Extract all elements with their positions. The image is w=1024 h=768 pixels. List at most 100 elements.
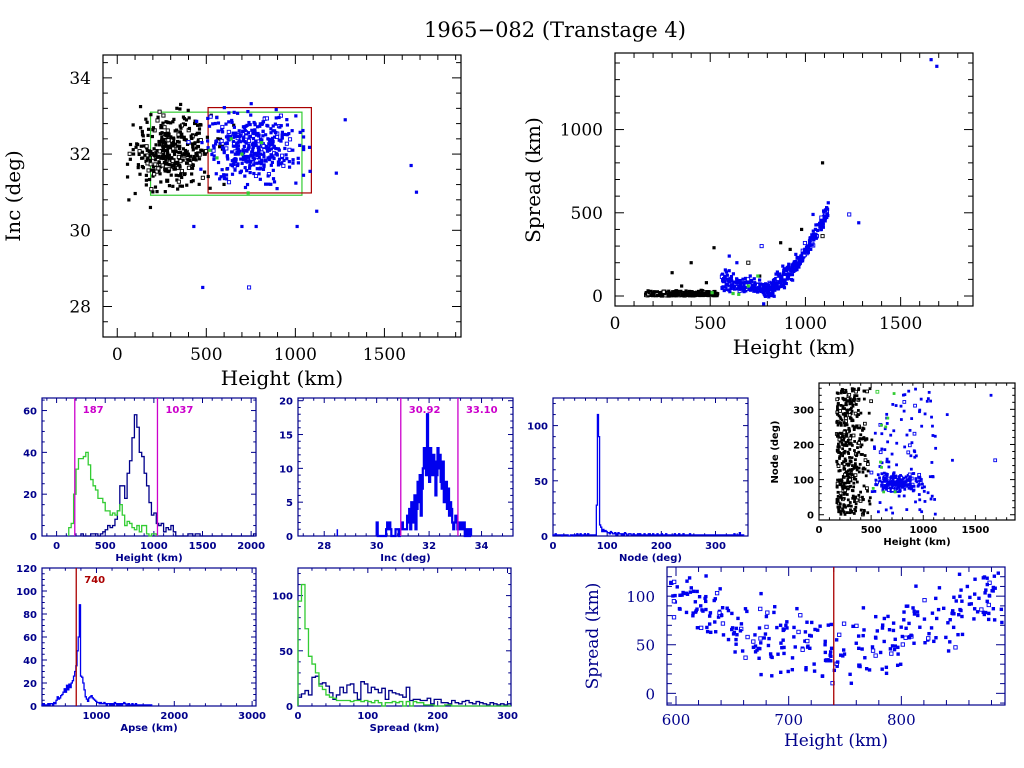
- data-point: [700, 291, 705, 295]
- data-point: [243, 174, 247, 178]
- data-point: [935, 64, 939, 68]
- data-point: [140, 164, 144, 169]
- data-point: [902, 400, 907, 404]
- data-point: [155, 118, 160, 123]
- data-point: [776, 287, 780, 291]
- data-point: [983, 610, 988, 615]
- data-point: [814, 233, 818, 238]
- data-point: [233, 157, 237, 161]
- data-point: [841, 454, 845, 458]
- data-point: [671, 615, 677, 620]
- data-point: [850, 510, 854, 513]
- data-point: [220, 168, 224, 172]
- data-point: [652, 293, 656, 297]
- data-point: [194, 121, 198, 125]
- data-point: [649, 293, 654, 297]
- data-point: [930, 611, 935, 615]
- data-point: [729, 276, 733, 280]
- data-point: [834, 638, 839, 642]
- data-point: [1000, 620, 1004, 625]
- data-point: [761, 290, 765, 294]
- data-point: [869, 470, 874, 475]
- data-point: [738, 280, 742, 284]
- data-point: [759, 244, 764, 249]
- data-point: [853, 462, 857, 466]
- data-point: [927, 631, 931, 636]
- y-tick-label: 20: [279, 397, 293, 408]
- data-point: [914, 500, 917, 504]
- data-point: [291, 158, 295, 162]
- data-point: [913, 450, 917, 454]
- data-point: [235, 145, 239, 150]
- y-tick-label: 20: [23, 679, 37, 690]
- data-point: [781, 638, 785, 642]
- histogram-navy: [552, 413, 745, 537]
- data-point: [981, 576, 986, 580]
- data-point: [253, 130, 257, 134]
- data-point: [821, 219, 826, 223]
- data-point: [762, 636, 766, 640]
- data-point: [238, 149, 242, 153]
- data-point: [907, 472, 912, 477]
- data-point: [137, 152, 141, 157]
- data-point: [985, 599, 989, 604]
- data-point: [854, 389, 858, 394]
- data-point: [197, 127, 202, 131]
- data-point: [913, 403, 917, 408]
- data-point: [837, 442, 840, 446]
- data-point: [409, 163, 413, 168]
- data-point: [909, 454, 913, 458]
- data-point: [246, 285, 252, 290]
- data-point: [262, 163, 266, 167]
- data-point: [260, 122, 264, 126]
- data-point: [258, 124, 262, 128]
- data-point: [149, 187, 154, 192]
- data-point: [835, 501, 839, 505]
- data-point: [874, 636, 878, 640]
- data-point: [842, 444, 846, 447]
- data-point: [835, 498, 839, 502]
- data-point: [897, 482, 901, 486]
- data-point: [228, 134, 233, 139]
- x-tick-label: 500: [694, 314, 726, 334]
- data-point: [753, 650, 758, 654]
- data-point: [218, 145, 222, 149]
- data-point: [704, 607, 708, 612]
- data-point: [146, 133, 150, 138]
- data-point: [850, 409, 854, 413]
- data-point: [178, 130, 182, 134]
- data-point: [191, 163, 195, 167]
- data-point: [945, 413, 949, 417]
- red-box: [207, 106, 312, 194]
- data-point: [849, 508, 852, 512]
- data-point: [141, 138, 146, 143]
- data-point: [903, 445, 907, 449]
- data-point: [885, 422, 889, 425]
- data-point: [165, 169, 169, 173]
- data-point: [884, 671, 889, 676]
- data-point: [176, 135, 180, 139]
- data-point: [241, 158, 246, 162]
- x-axis-label: Height (km): [784, 731, 888, 751]
- data-point: [972, 607, 977, 611]
- data-point: [862, 436, 866, 439]
- data-point: [733, 284, 737, 288]
- data-point: [224, 122, 228, 126]
- data-point: [802, 240, 807, 246]
- data-point: [234, 131, 238, 135]
- data-point: [272, 144, 276, 148]
- data-point: [889, 506, 893, 510]
- data-point: [850, 444, 854, 447]
- data-point: [265, 149, 270, 153]
- data-point: [179, 172, 183, 176]
- data-point: [148, 158, 153, 163]
- data-point: [835, 460, 839, 464]
- data-point: [164, 144, 168, 148]
- x-tick-label: 34: [475, 541, 489, 552]
- data-point: [874, 483, 878, 486]
- data-point: [819, 219, 823, 224]
- data-point: [933, 512, 937, 516]
- data-point: [885, 457, 889, 461]
- data-point: [844, 390, 848, 394]
- data-point: [844, 505, 847, 509]
